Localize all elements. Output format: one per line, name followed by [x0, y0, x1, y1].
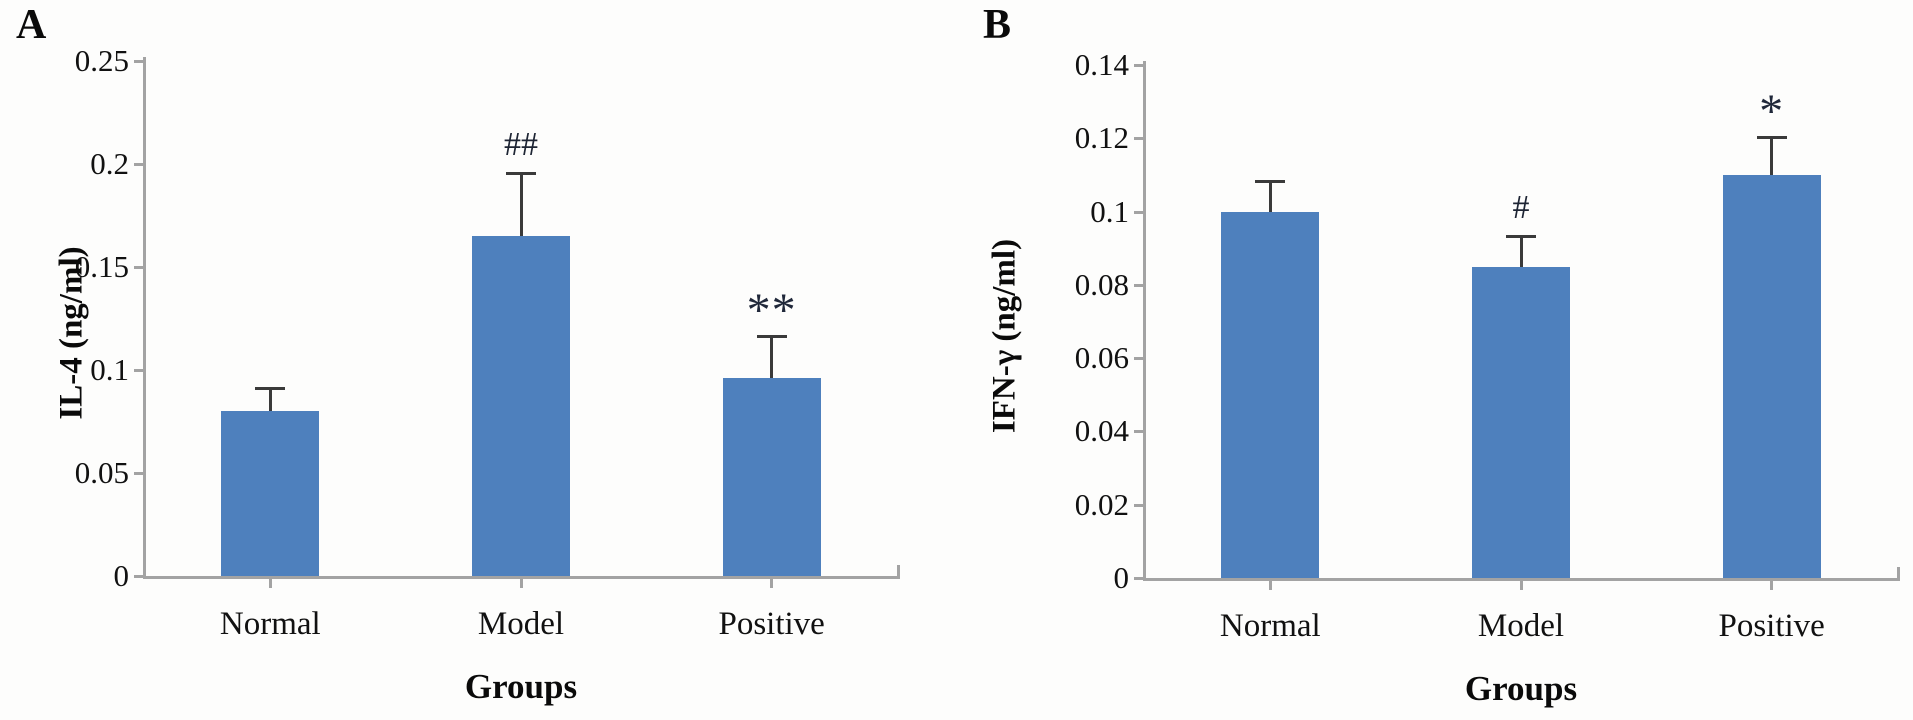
y-axis-tick: [1134, 430, 1144, 434]
y-tick-label: 0.25: [74, 43, 129, 78]
y-axis-tick: [134, 163, 144, 166]
error-bar-cap: [506, 172, 536, 176]
significance-annotation: **: [746, 284, 797, 338]
bar: [1722, 174, 1821, 578]
x-axis-tick: [519, 579, 523, 588]
x-axis-tick: [268, 579, 272, 588]
error-bar-cap: [1506, 235, 1536, 239]
y-tick-label: 0.05: [74, 455, 129, 490]
y-tick-label: 0.02: [1074, 486, 1129, 522]
y-axis-tick: [1134, 137, 1144, 141]
category-label: Positive: [718, 606, 825, 642]
y-axis-tick: [1134, 357, 1144, 361]
error-bar-cap: [756, 335, 787, 339]
y-tick-label: 0.06: [1074, 340, 1129, 376]
x-axis-end-tick: [1897, 567, 1900, 578]
error-bar: [1519, 237, 1523, 267]
y-axis-tick: [1134, 64, 1144, 67]
bar: [1221, 211, 1320, 578]
category-label: Model: [1477, 608, 1565, 644]
y-axis-line: [143, 57, 146, 579]
y-tick-label: 0: [113, 558, 130, 593]
error-bar-cap: [1756, 136, 1787, 140]
x-axis-title: Groups: [464, 667, 578, 706]
error-bar-cap: [255, 386, 286, 390]
error-bar: [519, 174, 523, 237]
y-axis-tick: [1134, 577, 1144, 580]
error-bar: [770, 337, 774, 379]
category-label: Model: [477, 606, 565, 642]
y-axis-title: IFN-γ (ng/ml): [986, 238, 1023, 434]
y-tick-label: 0.1: [90, 352, 129, 387]
y-tick-label: 0.1: [1090, 193, 1129, 229]
y-tick-label: 0.14: [1074, 47, 1129, 82]
category-label: Normal: [1219, 608, 1321, 644]
error-bar-cap: [1255, 180, 1286, 184]
x-axis-line: [143, 576, 900, 579]
bar: [1472, 266, 1570, 578]
bar: [221, 411, 320, 576]
x-axis-title: Groups: [1464, 669, 1578, 708]
significance-annotation: *: [1759, 85, 1785, 139]
x-axis-tick: [770, 579, 774, 588]
y-axis-tick: [134, 575, 144, 578]
y-axis-tick: [134, 266, 144, 269]
panel-label-b: B: [983, 2, 1012, 48]
bar: [472, 236, 570, 576]
y-tick-label: 0.12: [1074, 120, 1129, 156]
y-axis-tick: [1134, 503, 1144, 507]
x-axis-tick: [1519, 581, 1523, 590]
error-bar: [268, 388, 272, 412]
significance-annotation: #: [1512, 189, 1530, 227]
x-axis-tick: [1268, 581, 1272, 590]
y-axis-tick: [1134, 283, 1144, 287]
y-tick-label: 0.2: [90, 146, 129, 181]
bar: [722, 378, 821, 576]
panel-label-a: A: [16, 2, 47, 48]
y-tick-label: 0.08: [1074, 266, 1129, 302]
category-label: Positive: [1718, 608, 1825, 644]
error-bar: [1770, 138, 1774, 175]
category-label: Normal: [219, 606, 321, 642]
y-tick-label: 0.15: [74, 249, 129, 284]
error-bar: [1268, 182, 1272, 212]
y-axis-tick: [134, 60, 144, 63]
y-axis-line: [1143, 61, 1146, 581]
y-tick-label: 0.04: [1074, 413, 1129, 449]
significance-annotation: ##: [504, 126, 538, 164]
x-axis-tick: [1770, 581, 1774, 590]
y-tick-label: 0: [1113, 560, 1130, 595]
y-axis-tick: [134, 369, 144, 372]
y-axis-tick: [1134, 210, 1144, 214]
x-axis-line: [1143, 578, 1900, 581]
x-axis-end-tick: [897, 565, 900, 576]
y-axis-tick: [134, 472, 144, 475]
